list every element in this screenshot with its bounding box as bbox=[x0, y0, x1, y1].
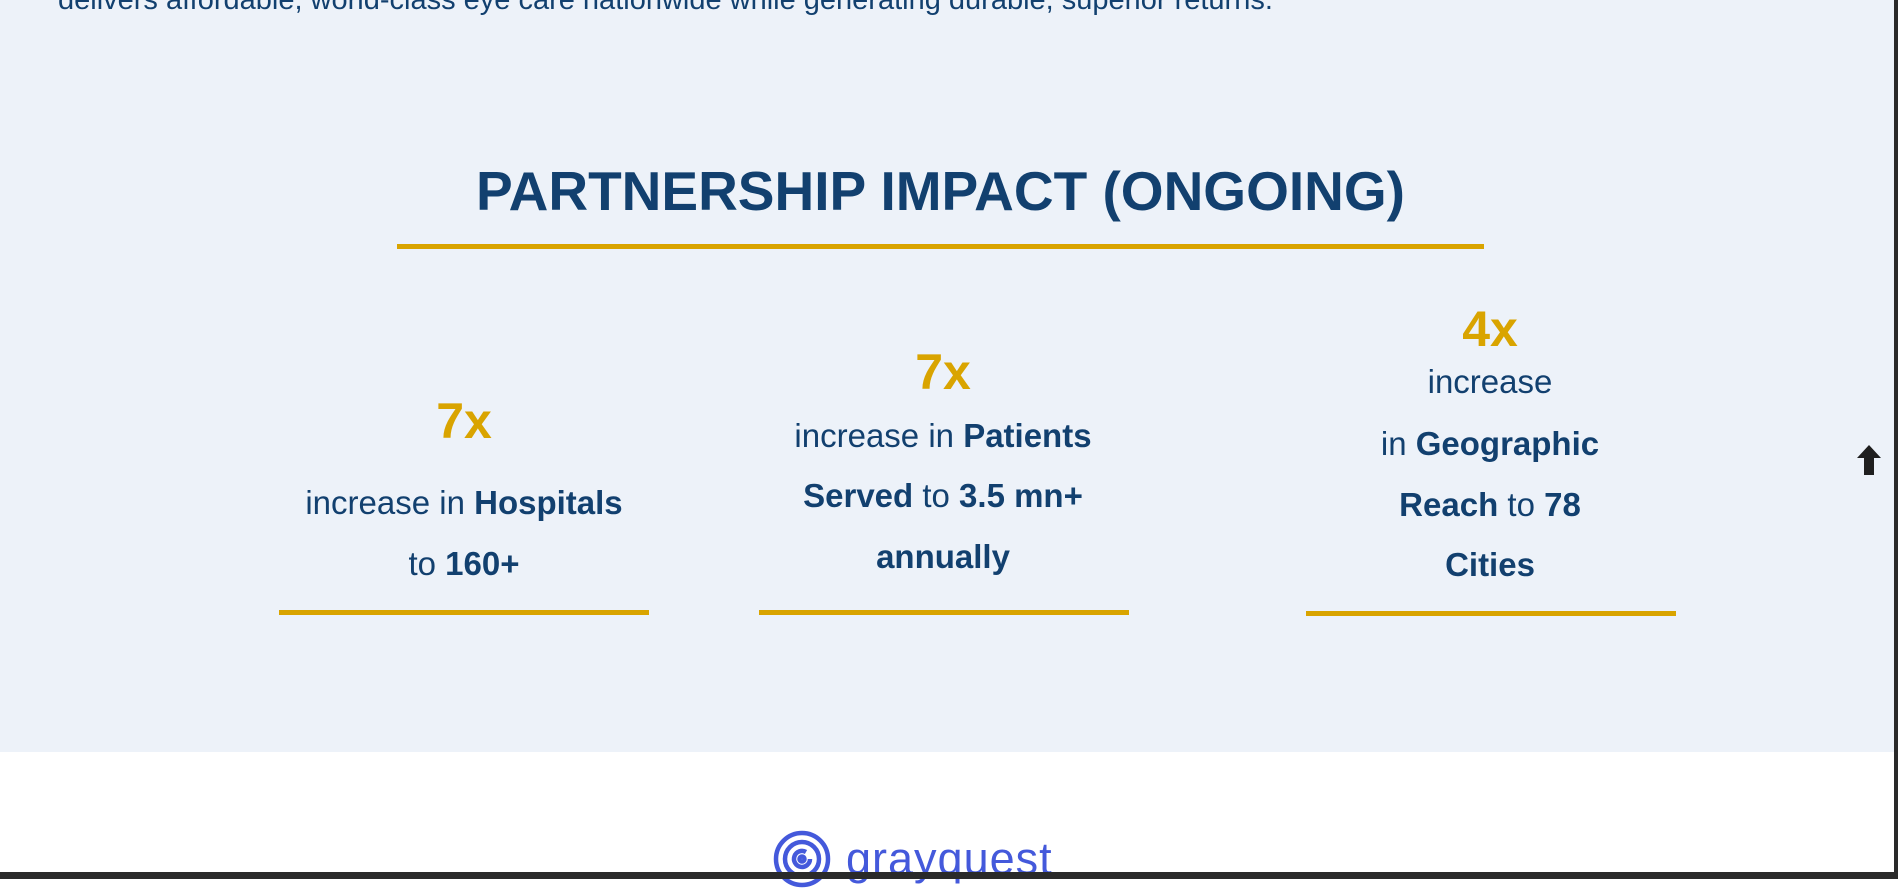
stat-underline bbox=[1306, 611, 1676, 616]
window-edge bbox=[1894, 0, 1898, 879]
stat-line: Reach to 78 bbox=[1399, 486, 1581, 523]
stat-line: increase in Patients bbox=[794, 417, 1092, 454]
stat-value: 4x bbox=[1462, 301, 1518, 357]
stat-line: annually bbox=[876, 538, 1010, 575]
stat-underline bbox=[279, 610, 649, 615]
stat-line: Cities bbox=[1445, 546, 1535, 583]
taskbar-edge bbox=[0, 872, 1898, 879]
section-title: PARTNERSHIP IMPACT (ONGOING) bbox=[476, 160, 1405, 222]
stat-line: increase in Hospitals bbox=[305, 484, 623, 521]
stat-line: to 160+ bbox=[408, 545, 520, 582]
impact-section bbox=[0, 0, 1894, 752]
stat-underline bbox=[759, 610, 1129, 615]
stat-value: 7x bbox=[436, 393, 492, 449]
intro-text: delivers affordable, world-class eye car… bbox=[58, 0, 1273, 16]
stat-line: increase bbox=[1427, 363, 1553, 400]
concentric-circles-icon bbox=[773, 830, 831, 888]
title-underline bbox=[397, 244, 1484, 249]
arrow-up-icon[interactable] bbox=[1856, 443, 1882, 477]
stat-value: 7x bbox=[915, 344, 971, 400]
stat-line: Served to 3.5 mn+ bbox=[803, 477, 1083, 514]
stat-line: in Geographic bbox=[1380, 425, 1600, 462]
